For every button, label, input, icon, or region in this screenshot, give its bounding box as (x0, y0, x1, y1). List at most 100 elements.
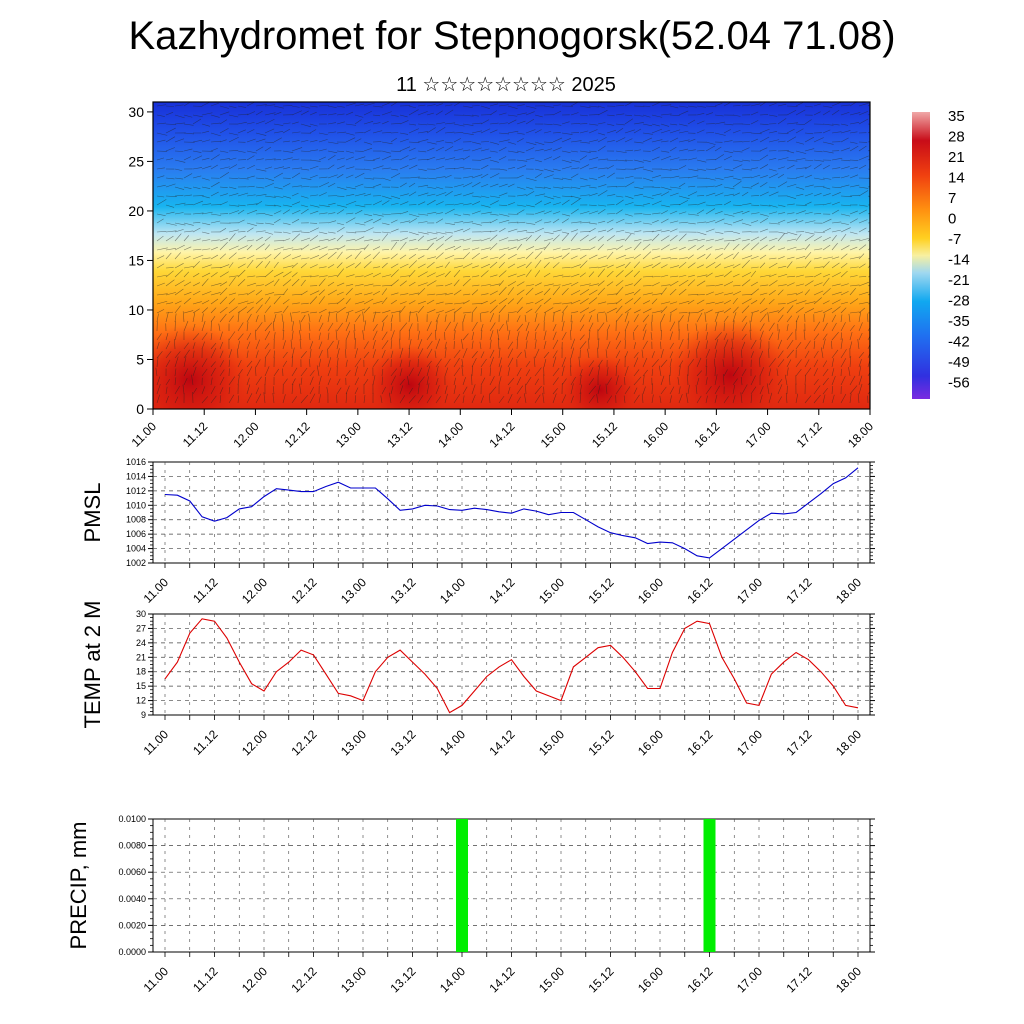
wind-vector (390, 102, 398, 107)
wind-vector (741, 259, 750, 269)
wind-vector (327, 141, 339, 145)
wind-vector (201, 291, 212, 296)
wind-vector (408, 281, 416, 287)
wind-vector (435, 146, 445, 152)
wind-vector (291, 131, 301, 134)
wind-vector (867, 113, 870, 116)
wind-vector (597, 167, 608, 170)
wind-vector (543, 351, 550, 359)
wind-vector (867, 104, 870, 107)
wind-vector (831, 123, 840, 126)
wind-vector (759, 175, 768, 179)
wind-vector (308, 313, 311, 323)
wind-vector (489, 376, 495, 386)
wind-vector (489, 386, 497, 395)
wind-vector (705, 309, 713, 314)
wind-vector (165, 252, 172, 260)
wind-vector (714, 274, 724, 278)
wind-vector (228, 275, 239, 278)
wind-vector (345, 369, 351, 377)
wind-vector (426, 360, 432, 368)
wind-vector (282, 105, 293, 107)
wind-vector (210, 292, 221, 296)
wind-vector (543, 221, 552, 224)
wind-vector (552, 312, 555, 323)
wind-vector (192, 150, 202, 153)
wind-vector (291, 396, 298, 404)
wind-vector (813, 103, 821, 107)
wind-vector (840, 227, 851, 233)
wind-vector (831, 283, 841, 287)
wind-vector (786, 109, 797, 116)
wind-vector (255, 387, 260, 395)
wind-vector (156, 218, 164, 224)
wind-vector (813, 385, 821, 395)
wind-vector (552, 147, 562, 152)
wind-vector (291, 185, 302, 188)
wind-vector (210, 386, 216, 395)
wind-vector (192, 333, 200, 341)
wind-vector (246, 275, 256, 278)
wind-vector (399, 395, 406, 404)
wind-vector (768, 139, 780, 143)
wind-vector (462, 293, 471, 296)
wind-vector (246, 165, 255, 170)
wind-vector (804, 280, 814, 287)
wind-vector (390, 195, 401, 200)
wind-vector (822, 288, 831, 296)
precip-xtick-label: 14.12 (486, 964, 517, 995)
wind-vector (408, 395, 416, 404)
wind-vector (363, 261, 372, 269)
wind-vector (183, 291, 192, 296)
wind-vector (345, 137, 356, 143)
wind-vector (453, 138, 461, 143)
wind-vector (840, 137, 849, 143)
colorbar-label: 35 (948, 108, 965, 125)
wind-vector (210, 367, 216, 377)
heatmap-xtick-label: 11.12 (180, 419, 211, 450)
wind-vector (840, 222, 849, 225)
wind-vector (623, 395, 626, 404)
wind-vector (372, 239, 381, 242)
wind-vector (768, 378, 773, 386)
wind-vector (471, 365, 473, 377)
wind-vector (228, 306, 238, 314)
wind-vector (615, 218, 625, 224)
wind-vector (741, 159, 751, 162)
wind-vector (489, 330, 494, 341)
wind-vector (489, 183, 499, 188)
wind-vector (399, 231, 408, 233)
wind-vector (327, 150, 338, 154)
wind-vector (336, 157, 345, 161)
wind-vector (768, 322, 775, 332)
wind-vector (291, 311, 301, 314)
wind-vector (345, 150, 355, 154)
wind-vector (813, 213, 822, 215)
wind-vector (165, 248, 177, 251)
wind-vector (444, 246, 456, 251)
wind-vector (309, 393, 316, 404)
wind-vector (660, 235, 670, 242)
wind-vector (372, 231, 382, 234)
wind-vector (219, 166, 230, 170)
wind-vector (534, 291, 543, 296)
wind-vector (354, 210, 363, 215)
wind-vector (570, 198, 581, 206)
wind-vector (543, 312, 546, 323)
wind-vector (732, 177, 742, 181)
wind-vector (354, 395, 357, 404)
wind-vector (768, 204, 778, 208)
wind-vector (480, 368, 483, 377)
wind-vector (813, 282, 823, 287)
wind-vector (669, 146, 677, 152)
wind-vector (786, 164, 795, 170)
wind-vector (561, 231, 570, 234)
wind-vector (651, 255, 661, 260)
wind-vector (426, 261, 435, 269)
wind-vector (642, 239, 652, 242)
wind-vector (660, 191, 670, 197)
wind-vector (444, 347, 447, 359)
pmsl-xtick-label: 18.00 (833, 575, 864, 606)
heatmap-ytick-label: 0 (136, 401, 144, 417)
